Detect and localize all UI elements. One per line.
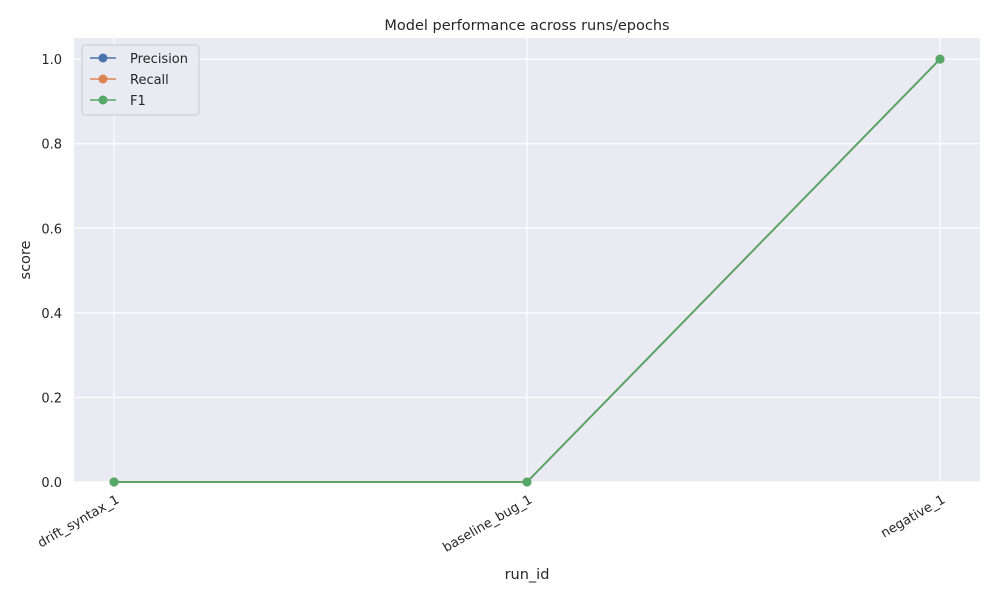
data-point-f1 (109, 477, 119, 487)
legend: Precision Recall F1 (81, 44, 200, 116)
data-point-f1 (522, 477, 532, 487)
series-lines (109, 54, 945, 487)
chart-title: Model performance across runs/epochs (384, 18, 669, 34)
x-axis-label: run_id (505, 567, 550, 583)
y-axis-label: score (18, 240, 34, 279)
y-tick-label: 0.6 (41, 222, 62, 237)
legend-marker-f1 (98, 95, 108, 105)
y-tick-label: 0.2 (41, 391, 62, 406)
legend-label-precision: Precision (130, 52, 188, 67)
y-tick-label: 0.8 (41, 138, 62, 153)
y-tick-label: 0.0 (41, 476, 62, 491)
legend-label-recall: Recall (130, 73, 169, 88)
legend-marker-precision (98, 53, 108, 63)
legend-entry-precision: Precision (90, 52, 188, 67)
y-axis-ticks: 0.0 0.2 0.4 0.6 0.8 1.0 (41, 53, 62, 491)
y-tick-label: 0.4 (41, 307, 62, 322)
legend-label-f1: F1 (130, 94, 146, 109)
data-point-f1 (935, 54, 945, 64)
legend-entry-f1: F1 (90, 94, 146, 109)
y-tick-label: 1.0 (41, 53, 62, 68)
series-f1 (109, 54, 945, 487)
legend-marker-recall (98, 74, 108, 84)
legend-box (81, 44, 200, 116)
legend-entry-recall: Recall (90, 73, 169, 88)
